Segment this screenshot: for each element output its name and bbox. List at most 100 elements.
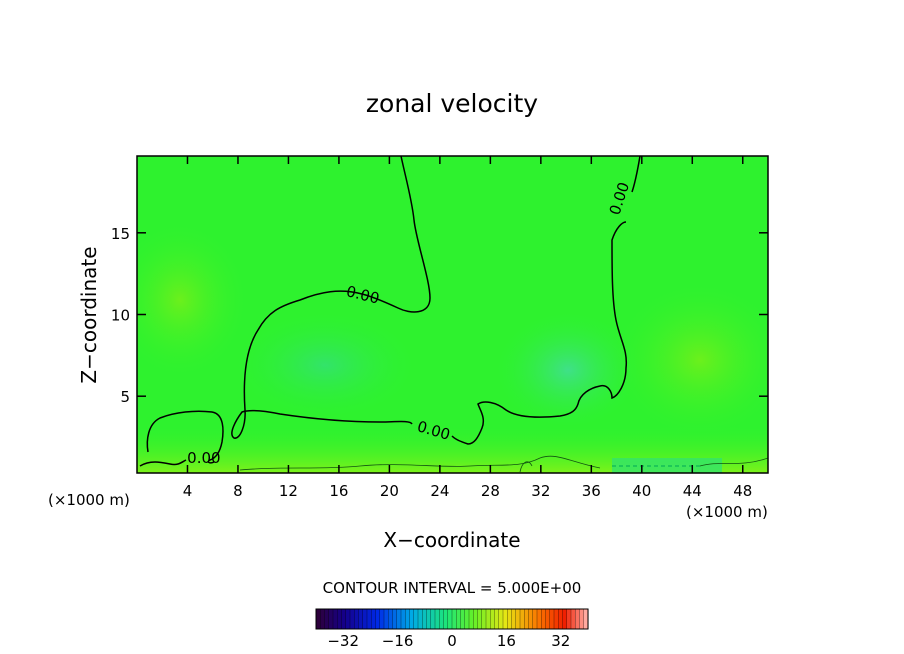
colorbar-swatch <box>477 608 483 630</box>
thin-contours <box>239 455 768 473</box>
colorbar-swatch <box>341 608 347 630</box>
colorbar-swatch <box>490 608 496 630</box>
contour-line-middle <box>451 221 628 445</box>
thin-contour-1 <box>239 455 601 471</box>
y-axis-label: Z−coordinate <box>77 246 101 383</box>
colorbar-swatch <box>528 608 534 630</box>
x-tick-label: 48 <box>733 482 752 500</box>
contour-line-left-cell <box>146 410 224 464</box>
colorbar-swatch <box>524 608 530 630</box>
contour-interval: CONTOUR INTERVAL = 5.000E+00 <box>323 579 582 597</box>
x-tick-label: 20 <box>380 482 399 500</box>
y-tick-label: 15 <box>111 225 130 243</box>
colorbar-swatch <box>502 608 508 630</box>
chart-title: zonal velocity <box>366 89 538 118</box>
colorbar-swatch <box>409 608 415 630</box>
colorbar-swatch <box>358 608 364 630</box>
x-tick-label: 36 <box>582 482 601 500</box>
contour-line-upper-right <box>631 156 641 193</box>
colorbar-swatch <box>337 608 343 630</box>
colorbar-swatch <box>405 608 411 630</box>
x-tick-label: 40 <box>632 482 651 500</box>
positive-pool-upper-left <box>137 220 250 380</box>
colorbar-swatch <box>413 608 419 630</box>
colorbar-swatch <box>519 608 525 630</box>
colorbar-swatch <box>494 608 500 630</box>
x-tick-label: 24 <box>430 482 449 500</box>
colorbar-swatch <box>566 608 572 630</box>
colorbar-swatch <box>481 608 487 630</box>
colorbar-swatch <box>426 608 432 630</box>
colorbar-swatch <box>549 608 555 630</box>
colorbar-swatch <box>400 608 406 630</box>
colorbar-swatch <box>558 608 564 630</box>
colorbar-swatch <box>468 608 474 630</box>
x-axis-ticks: 4 8 12 16 20 24 28 32 36 40 44 48 <box>183 156 752 500</box>
colorbar-swatch <box>366 608 372 630</box>
colorbar-swatch <box>345 608 351 630</box>
y-tick-label: 10 <box>111 307 130 325</box>
colorbar-swatch <box>511 608 517 630</box>
colorbar-swatch <box>532 608 538 630</box>
positive-pool-right <box>610 280 768 440</box>
x-tick-label: 44 <box>683 482 702 500</box>
thin-contour-2 <box>519 461 533 473</box>
colorbar-swatch <box>328 608 334 630</box>
colorbar-swatch <box>417 608 423 630</box>
colorbar-swatch <box>456 608 462 630</box>
colorbar-swatch <box>498 608 504 630</box>
colorbar-swatch <box>434 608 440 630</box>
colorbar-swatch <box>320 608 326 630</box>
x-tick-label: 12 <box>279 482 298 500</box>
colorbar-swatch <box>562 608 568 630</box>
x-tick-label: 28 <box>481 482 500 500</box>
colorbar-swatch <box>447 608 453 630</box>
x-unit-right: (×1000 m) <box>686 503 768 521</box>
colorbar-swatch <box>473 608 479 630</box>
colorbar-tick-label: 0 <box>447 632 457 650</box>
y-tick-label: 5 <box>120 388 130 406</box>
negative-pool-right <box>493 310 643 430</box>
colorbar-swatch <box>396 608 402 630</box>
colorbar-swatch <box>362 608 368 630</box>
colorbar-ticks: −32 −16 0 16 32 <box>327 632 570 650</box>
colorbar-swatch <box>375 608 381 630</box>
colorbar-swatch <box>392 608 398 630</box>
colorbar-tick-label: −32 <box>327 632 359 650</box>
colorbar-swatch <box>570 608 576 630</box>
plot-area <box>137 156 768 473</box>
colorbar-swatch <box>383 608 389 630</box>
colorbar <box>315 608 589 630</box>
colorbar-frame <box>315 608 589 630</box>
y-axis-ticks: 5 10 15 <box>111 225 768 406</box>
colorbar-swatch <box>451 608 457 630</box>
colorbar-swatch <box>507 608 513 630</box>
colorbar-swatch <box>354 608 360 630</box>
colorbar-swatch <box>324 608 330 630</box>
colorbar-swatch <box>460 608 466 630</box>
contour-line-surface-left <box>139 459 187 467</box>
x-tick-label: 8 <box>233 482 243 500</box>
colorbar-swatch <box>430 608 436 630</box>
thin-contour-3 <box>699 457 768 467</box>
colorbar-swatch <box>541 608 547 630</box>
colorbar-swatch <box>579 608 585 630</box>
colorbar-swatch <box>422 608 428 630</box>
colorbar-tick-label: −16 <box>382 632 414 650</box>
x-tick-label: 4 <box>183 482 193 500</box>
colorbar-tick-label: 16 <box>497 632 516 650</box>
colorbar-tick-label: 32 <box>551 632 570 650</box>
x-tick-label: 16 <box>329 482 348 500</box>
colorbar-swatch <box>464 608 470 630</box>
colorbar-swatch <box>575 608 581 630</box>
colorbar-swatch <box>371 608 377 630</box>
colorbar-swatch <box>536 608 542 630</box>
colorbar-swatch <box>332 608 338 630</box>
colorbar-swatch <box>439 608 445 630</box>
x-unit-left: (×1000 m) <box>48 491 130 509</box>
x-axis-label: X−coordinate <box>383 528 520 552</box>
colorbar-swatch <box>553 608 559 630</box>
colorbar-swatch <box>379 608 385 630</box>
zero-contours <box>139 156 641 467</box>
colorbar-swatch <box>349 608 355 630</box>
